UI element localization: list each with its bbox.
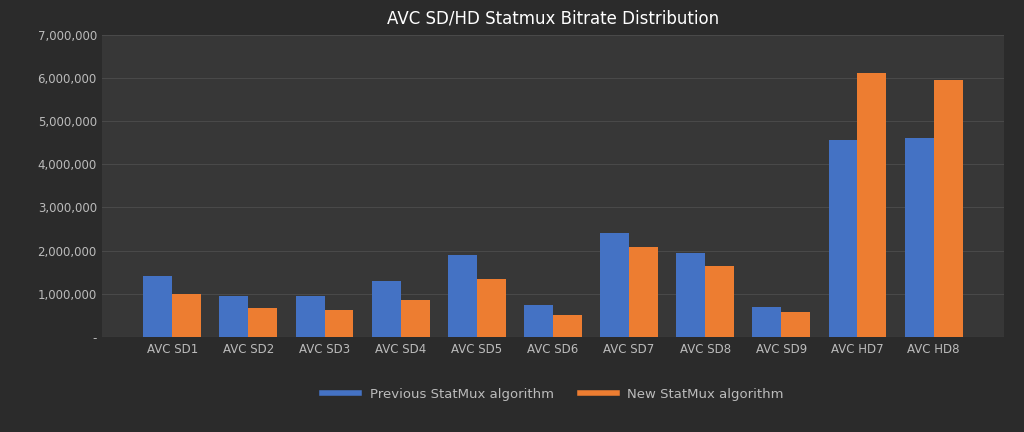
Bar [296,296,325,337]
Bar [781,312,810,337]
Bar [934,80,963,337]
Bar [753,307,781,337]
Bar [857,73,887,337]
Bar [706,266,734,337]
Bar [219,296,249,337]
Bar [400,300,430,337]
Bar [447,255,477,337]
Bar [172,294,202,337]
Bar [904,138,934,337]
Bar [249,308,278,337]
Bar [600,233,629,337]
Bar [553,315,582,337]
Bar [325,310,353,337]
Bar [676,253,706,337]
Legend: Previous StatMux algorithm, New StatMux algorithm: Previous StatMux algorithm, New StatMux … [316,382,790,406]
Bar [828,140,857,337]
Bar [143,276,172,337]
Bar [629,247,658,337]
Title: AVC SD/HD Statmux Bitrate Distribution: AVC SD/HD Statmux Bitrate Distribution [387,10,719,28]
Bar [372,281,400,337]
Bar [524,305,553,337]
Bar [477,279,506,337]
